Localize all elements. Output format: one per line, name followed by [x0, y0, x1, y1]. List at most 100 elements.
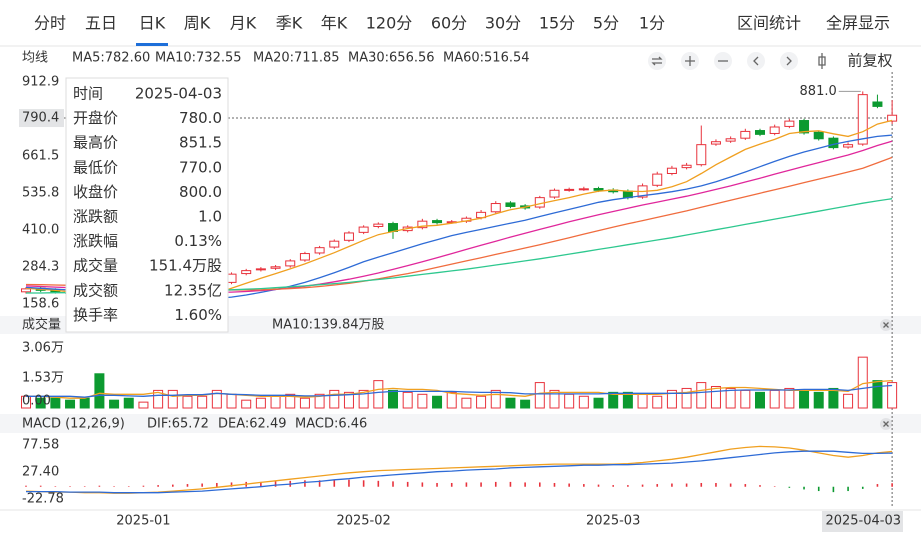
- y-tick-label: 77.58: [22, 438, 59, 453]
- candle-body: [799, 120, 810, 134]
- y-tick-label: 27.40: [22, 465, 59, 480]
- volume-header-bg: [0, 316, 921, 334]
- volume-bar: [432, 395, 443, 409]
- candle-body: [843, 144, 854, 148]
- tab[interactable]: 60分: [431, 14, 467, 33]
- tab[interactable]: 季K: [276, 14, 303, 33]
- volume-bar: [270, 395, 281, 409]
- candle-body: [681, 164, 692, 169]
- legend-entry: DEA:62.49: [218, 417, 287, 432]
- macd-title: MACD (12,26,9): [22, 417, 125, 432]
- icon-left-glyph: [753, 56, 759, 66]
- adjust-mode[interactable]: 前复权: [847, 52, 892, 70]
- tooltip-value: 1.60%: [174, 306, 222, 324]
- legend-entry: MA5:782.60: [72, 51, 150, 66]
- candle-body: [740, 130, 751, 139]
- tab[interactable]: 年K: [321, 14, 348, 33]
- icon-candle[interactable]: [818, 53, 826, 69]
- tab[interactable]: 1分: [639, 14, 665, 33]
- action-button[interactable]: 区间统计: [737, 14, 801, 33]
- candle-body: [755, 130, 765, 135]
- volume-bar: [828, 387, 839, 409]
- volume-bar: [153, 389, 164, 409]
- tab[interactable]: 月K: [230, 14, 257, 33]
- icon-reset[interactable]: [648, 52, 666, 70]
- icon-left[interactable]: [747, 52, 765, 70]
- volume-bar: [226, 393, 237, 409]
- tab[interactable]: 120分: [366, 14, 413, 33]
- toolbar-icons[interactable]: [648, 52, 826, 70]
- macd-line: [25, 445, 893, 494]
- volume-bar: [138, 401, 149, 409]
- tooltip-label: 最低价: [73, 158, 118, 176]
- tooltip-label: 最高价: [73, 134, 118, 152]
- tooltip-value: 770.0: [179, 158, 222, 176]
- candle-body: [314, 247, 325, 254]
- legend-entry: DIF:65.72: [147, 417, 209, 432]
- tooltip-value: 851.5: [179, 134, 222, 152]
- volume-bar: [402, 391, 413, 409]
- tooltip-label: 收盘价: [73, 183, 118, 201]
- volume-bar: [843, 393, 854, 409]
- legend-entry: MACD:6.46: [295, 417, 367, 432]
- icon-right[interactable]: [780, 52, 798, 70]
- volume-bar: [241, 399, 252, 409]
- candle-body: [373, 223, 384, 227]
- tooltip-value: 1.0: [198, 208, 222, 226]
- tooltip-value: 0.13%: [174, 232, 222, 250]
- tab[interactable]: 分时: [34, 14, 66, 33]
- volume-bar: [299, 397, 310, 409]
- close-icons[interactable]: [880, 319, 892, 430]
- tooltip-label: 时间: [73, 85, 103, 103]
- legend-entry: MA60:516.54: [443, 51, 530, 66]
- y-tick-label: 158.6: [22, 296, 59, 311]
- volume-bar: [79, 397, 90, 409]
- candle-body: [490, 203, 501, 213]
- tooltip: 时间 2025-04-03 开盘价 780.0 最高价 851.5 最低价 770.0 收盘价 8…: [65, 77, 229, 333]
- volume-bar: [476, 395, 487, 409]
- volume-bar: [343, 391, 354, 409]
- volume-bar: [681, 387, 692, 409]
- volume-bar: [534, 382, 545, 409]
- volume-title: 成交量: [22, 317, 61, 333]
- candle-body: [872, 101, 883, 107]
- volume-bar: [755, 391, 765, 409]
- volume-bar: [710, 385, 721, 409]
- candle-body: [710, 141, 721, 145]
- y-tick-label: 284.3: [22, 260, 59, 275]
- volume-bar: [740, 389, 751, 409]
- volume-bar: [769, 389, 780, 409]
- candle-body: [255, 268, 266, 271]
- candle-body: [549, 189, 560, 198]
- legend-entry: MA10:732.55: [155, 51, 242, 66]
- candle-body: [725, 138, 736, 142]
- y-tick-label: 0.00: [22, 394, 51, 409]
- volume-bar: [725, 387, 736, 409]
- candle-body: [652, 173, 663, 186]
- volume-ma-line: [26, 384, 893, 398]
- tab[interactable]: 五日: [85, 14, 117, 33]
- volume-bar: [197, 395, 208, 409]
- y-tick-label: -22.78: [22, 492, 64, 507]
- icon-reset-glyph: [651, 56, 663, 66]
- tab[interactable]: 5分: [593, 14, 619, 33]
- volume-bar: [123, 397, 134, 409]
- x-tick-label: 2025-01: [116, 514, 170, 529]
- candle-body: [593, 188, 604, 191]
- candle-body: [696, 144, 707, 166]
- candle-body: [21, 288, 31, 293]
- tab[interactable]: 周K: [184, 14, 211, 33]
- action-button[interactable]: 全屏显示: [826, 14, 890, 33]
- candle-body: [299, 253, 310, 261]
- tab[interactable]: 日K: [139, 14, 166, 33]
- y-tick-label: 661.5: [22, 148, 59, 163]
- tooltip-value: 780.0: [179, 109, 222, 127]
- y-tick-label: 1.53万: [22, 371, 64, 386]
- volume-bar: [182, 395, 193, 409]
- tab[interactable]: 30分: [485, 14, 521, 33]
- candle-body: [417, 220, 428, 229]
- tab[interactable]: 15分: [539, 14, 575, 33]
- candle-body: [241, 270, 252, 275]
- tooltip-label: 涨跌额: [73, 208, 118, 226]
